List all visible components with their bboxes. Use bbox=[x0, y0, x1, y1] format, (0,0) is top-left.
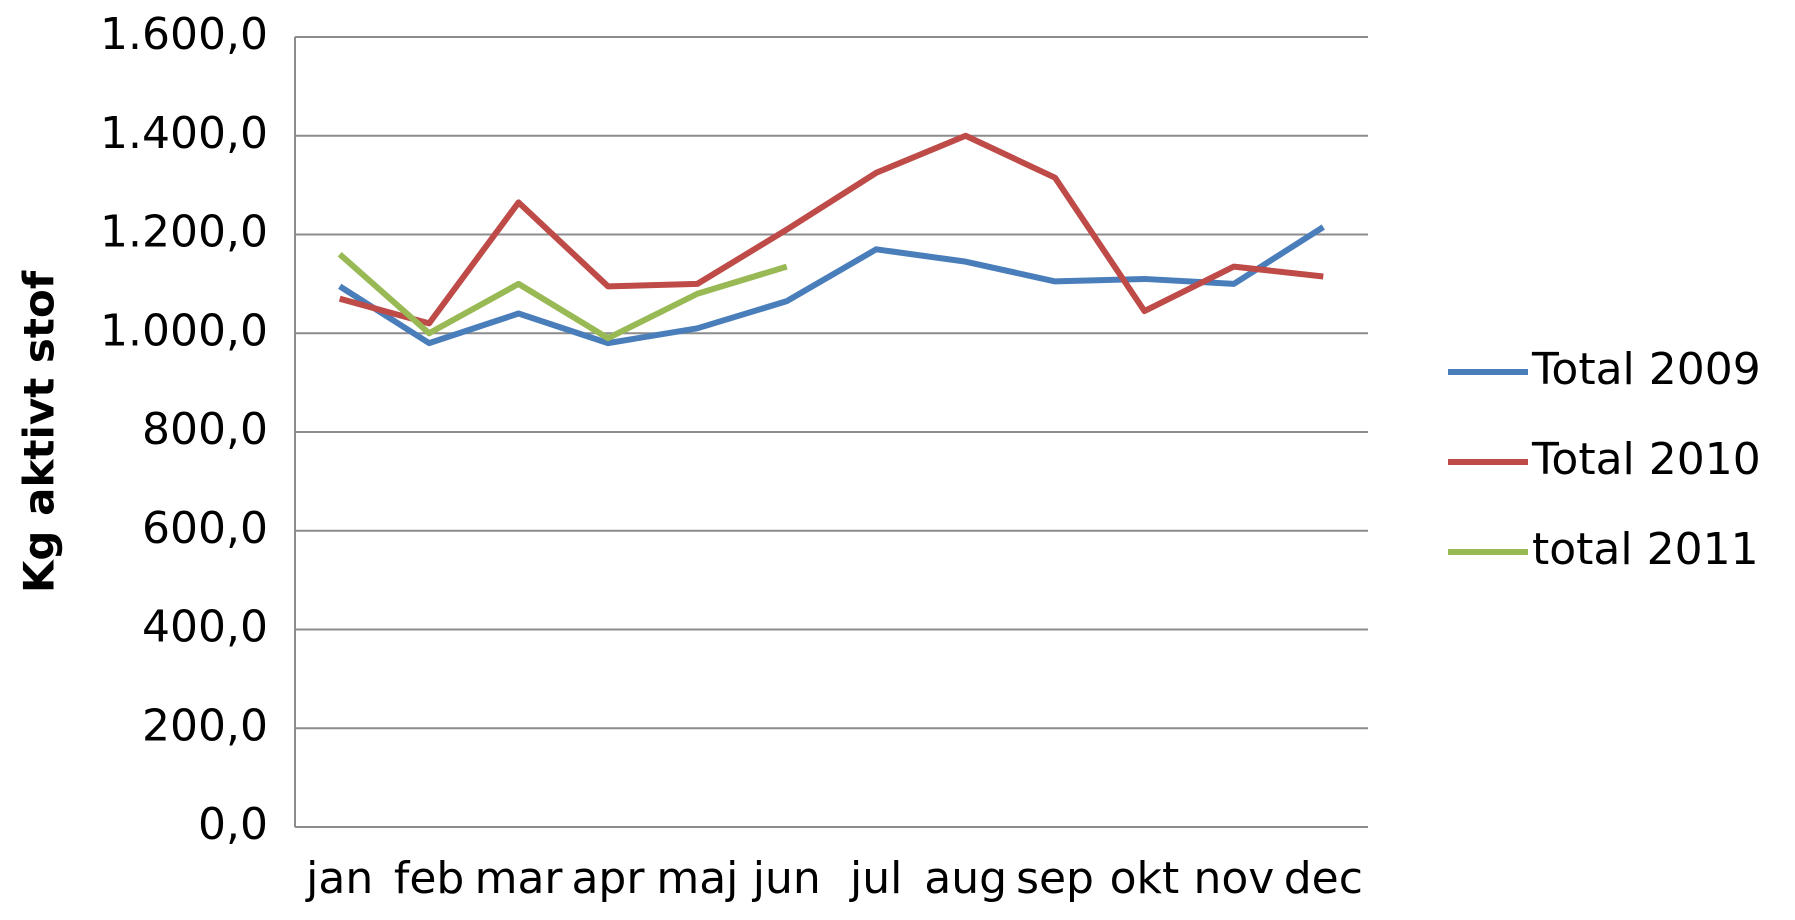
y-tick-label: 400,0 bbox=[142, 602, 268, 653]
x-tick-label: apr bbox=[571, 853, 645, 904]
x-tick-label: maj bbox=[656, 853, 738, 904]
y-axis-title: Kg aktivt stof bbox=[15, 270, 64, 593]
y-tick-label: 1.600,0 bbox=[100, 9, 268, 60]
y-tick-label: 600,0 bbox=[142, 503, 268, 554]
x-tick-label: sep bbox=[1016, 853, 1094, 904]
y-tick-label: 1.400,0 bbox=[100, 108, 268, 159]
x-tick-label: okt bbox=[1110, 853, 1180, 904]
series-line bbox=[338, 132, 1324, 327]
x-tick-label: feb bbox=[394, 853, 465, 904]
x-tick-label: aug bbox=[924, 853, 1007, 904]
y-tick-label: 1.000,0 bbox=[100, 305, 268, 356]
x-tick-label: nov bbox=[1193, 853, 1274, 904]
x-tick-label: jun bbox=[752, 853, 821, 904]
legend-label: Total 2009 bbox=[1531, 344, 1761, 395]
legend-label: total 2011 bbox=[1532, 524, 1759, 575]
series-line bbox=[338, 224, 1325, 347]
y-tick-label: 0,0 bbox=[198, 799, 268, 850]
x-tick-label: mar bbox=[475, 853, 564, 904]
x-tick-label: jul bbox=[849, 853, 902, 904]
x-tick-label: jan bbox=[305, 853, 373, 904]
y-tick-label: 800,0 bbox=[142, 404, 268, 455]
y-tick-label: 200,0 bbox=[142, 700, 268, 751]
y-tick-label: 1.200,0 bbox=[100, 207, 268, 258]
series-line bbox=[337, 252, 788, 342]
legend-label: Total 2010 bbox=[1531, 434, 1761, 485]
x-tick-label: dec bbox=[1284, 853, 1363, 904]
